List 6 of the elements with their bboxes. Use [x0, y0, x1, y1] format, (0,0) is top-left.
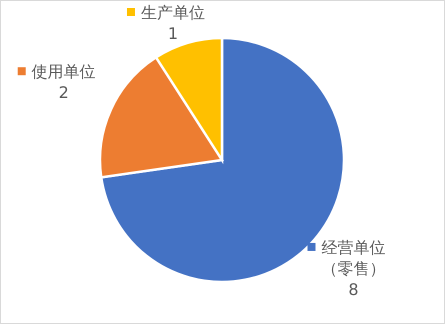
legend-label: 生产单位: [140, 3, 205, 22]
data-label: 1: [168, 24, 178, 43]
legend-label: 经营单位（零售）: [322, 238, 386, 278]
legend-label: 使用单位: [32, 62, 96, 82]
data-label: 2: [58, 83, 69, 102]
data-label: 8: [348, 280, 359, 299]
